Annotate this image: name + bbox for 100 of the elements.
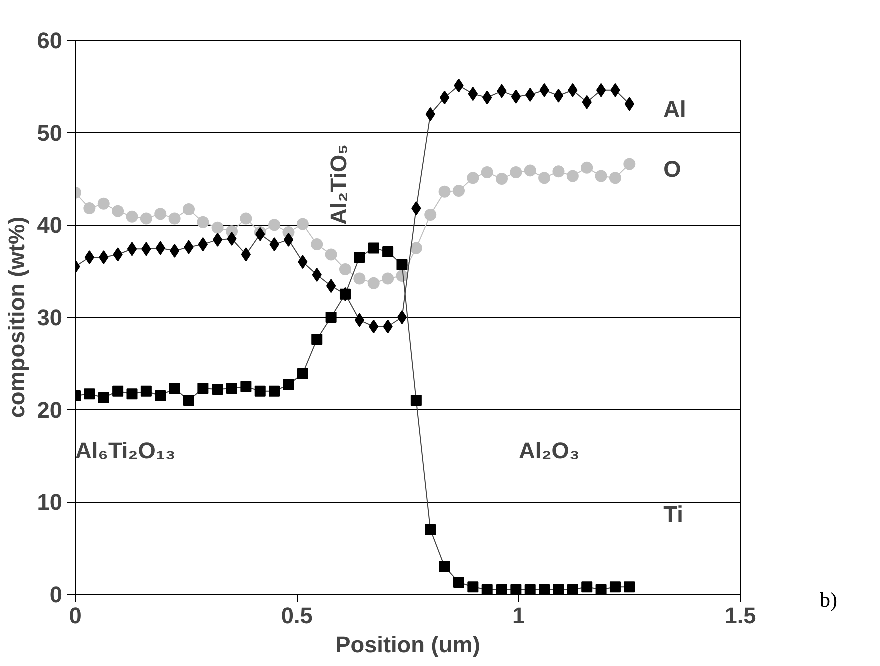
- point: [311, 238, 324, 251]
- point: [496, 173, 508, 185]
- point: [354, 252, 366, 263]
- point: [296, 218, 309, 230]
- point: [553, 584, 564, 594]
- point: [112, 386, 124, 397]
- point: [382, 246, 394, 258]
- y-axis-title: composition (wt%): [3, 216, 30, 418]
- point: [326, 279, 336, 294]
- point: [397, 310, 408, 324]
- y-tick-label: 40: [37, 212, 62, 238]
- point: [552, 166, 565, 178]
- point: [624, 582, 636, 593]
- point: [212, 222, 224, 234]
- point: [467, 172, 480, 184]
- point: [368, 242, 380, 254]
- point: [126, 388, 138, 400]
- point: [396, 259, 408, 270]
- point: [610, 582, 621, 593]
- point: [382, 272, 394, 285]
- point: [582, 582, 593, 593]
- point: [197, 216, 210, 228]
- point: [539, 584, 550, 594]
- annotation: Al₂TiO₅: [325, 144, 352, 225]
- point: [339, 264, 352, 276]
- point: [468, 582, 479, 593]
- point: [596, 584, 607, 594]
- point: [182, 203, 195, 216]
- point: [240, 381, 252, 392]
- point: [439, 561, 450, 572]
- point: [170, 244, 180, 258]
- point: [241, 248, 252, 262]
- point: [268, 219, 281, 232]
- point: [84, 388, 96, 400]
- point: [496, 584, 508, 594]
- point: [452, 185, 465, 197]
- point: [154, 208, 167, 220]
- text: b): [820, 587, 838, 614]
- point: [368, 277, 380, 290]
- point: [596, 83, 606, 98]
- y-tick-label: 60: [37, 28, 62, 54]
- y-tick-label: 20: [37, 396, 62, 423]
- point: [269, 386, 280, 397]
- x-tick-label: 0.5: [281, 602, 313, 628]
- point: [595, 170, 608, 182]
- point: [168, 212, 181, 225]
- point: [554, 88, 564, 103]
- point: [410, 242, 422, 254]
- point: [510, 166, 522, 179]
- point: [198, 238, 208, 252]
- point: [440, 90, 450, 105]
- point: [140, 386, 152, 397]
- point: [212, 384, 224, 396]
- point: [140, 212, 152, 225]
- x-axis-title: Position (um): [336, 632, 480, 658]
- point: [326, 312, 337, 323]
- point: [312, 334, 323, 346]
- point: [325, 248, 338, 261]
- point: [84, 250, 95, 264]
- point: [425, 524, 436, 536]
- x-tick-label: 1.5: [724, 602, 756, 628]
- text: Ti: [664, 501, 684, 528]
- point: [354, 272, 366, 285]
- point: [198, 383, 209, 394]
- point: [126, 210, 138, 223]
- y-tick-label: 30: [37, 304, 62, 330]
- point: [127, 242, 138, 256]
- point: [624, 158, 636, 170]
- point: [155, 390, 166, 402]
- point: [297, 368, 308, 380]
- point: [226, 383, 238, 394]
- point: [581, 162, 594, 174]
- point: [482, 584, 493, 594]
- point: [524, 164, 536, 177]
- y-tick-label: 10: [37, 489, 62, 516]
- point: [254, 386, 266, 397]
- point: [424, 209, 437, 221]
- point: [566, 170, 579, 182]
- x-tick-label: 0: [69, 602, 82, 628]
- point: [112, 205, 124, 218]
- point: [240, 212, 252, 225]
- series-label: O: [664, 156, 682, 182]
- point: [284, 232, 294, 247]
- point: [410, 395, 422, 406]
- point: [524, 584, 536, 594]
- point: [212, 232, 223, 247]
- y-tick-label: 0: [50, 582, 63, 608]
- point: [183, 395, 194, 406]
- point: [567, 584, 578, 594]
- annotation: Al₂O₃: [519, 438, 580, 464]
- point: [609, 172, 622, 184]
- x-tick-label: 1: [512, 602, 526, 628]
- y-tick-label: 50: [37, 120, 62, 146]
- point: [354, 313, 365, 328]
- point: [510, 584, 522, 594]
- point: [511, 90, 522, 104]
- point: [98, 392, 110, 404]
- point: [283, 379, 294, 390]
- point: [169, 383, 180, 394]
- point: [538, 172, 551, 184]
